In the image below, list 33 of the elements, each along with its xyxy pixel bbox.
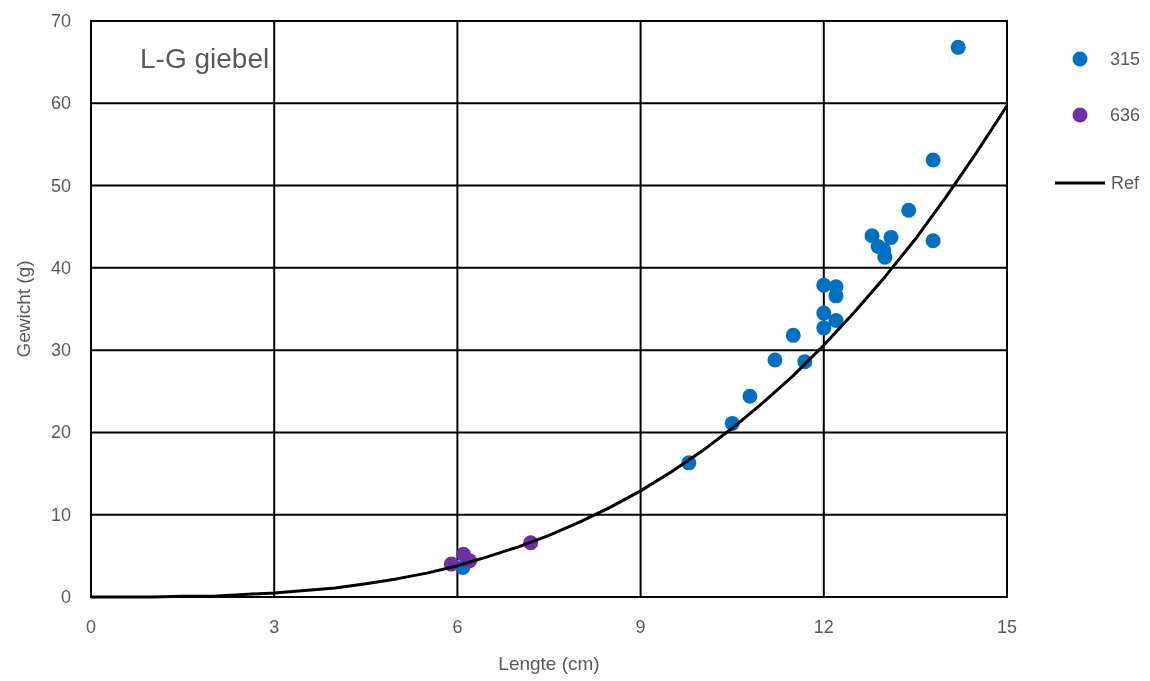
point (767, 352, 783, 368)
point (901, 202, 917, 218)
point (816, 320, 832, 336)
text: L-G giebel (140, 43, 270, 74)
y-tick-label: 50 (50, 175, 71, 196)
y-tick-label: 0 (60, 587, 71, 607)
x-tick-label: 0 (85, 617, 97, 637)
x-tick-label: 3 (269, 617, 280, 637)
point (877, 249, 893, 265)
point (925, 233, 941, 249)
point (785, 327, 801, 343)
legend-label: Ref (1111, 173, 1141, 193)
y-tick-label: 60 (50, 93, 71, 114)
legend-label: 315 (1110, 49, 1141, 69)
point (816, 305, 832, 321)
y-axis-title: Gewicht (g) (13, 260, 34, 358)
point (925, 152, 941, 168)
x-tick-label: 6 (452, 617, 463, 637)
point (742, 388, 758, 404)
y-tick-label: 30 (50, 340, 71, 361)
x-tick-label: 15 (996, 617, 1018, 637)
x-tick-label: 9 (635, 617, 646, 637)
point (828, 313, 844, 329)
x-tick-label: 12 (813, 617, 834, 637)
point (883, 229, 899, 245)
y-tick-label: 20 (50, 422, 71, 443)
x-axis-title: Lengte (cm) (498, 653, 600, 674)
y-tick-label: 40 (50, 257, 71, 278)
legend-label: 636 (1110, 105, 1141, 125)
point (950, 39, 966, 55)
point (816, 277, 832, 293)
y-tick-label: 70 (50, 11, 71, 31)
y-tick-label: 10 (50, 504, 71, 525)
